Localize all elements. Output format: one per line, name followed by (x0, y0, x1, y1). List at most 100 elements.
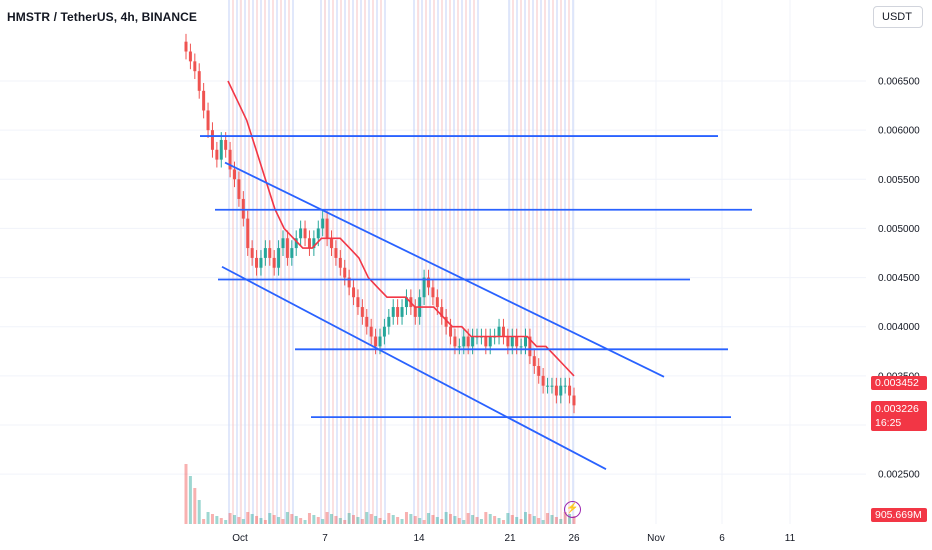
session-band (248, 0, 250, 524)
session-band (413, 0, 415, 524)
candle-body (382, 326, 386, 337)
volume-bar (457, 518, 461, 524)
candle-body (422, 277, 426, 298)
candle-body (559, 385, 563, 396)
volume-bar (519, 519, 523, 524)
candle-body (219, 139, 223, 160)
session-band (284, 0, 286, 524)
volume-bar (193, 488, 197, 524)
candle-body (471, 336, 475, 347)
session-band (552, 0, 554, 524)
volume-bar (334, 516, 338, 524)
volume-bar (501, 520, 505, 524)
candle-body (206, 110, 210, 131)
volume-bar (484, 512, 488, 524)
time-tick-label: Nov (647, 533, 665, 544)
candle-body (202, 90, 206, 111)
volume-bar (528, 514, 532, 524)
session-band (437, 0, 439, 524)
candle-body (519, 346, 523, 348)
candle-body (572, 395, 576, 406)
candle-body (396, 307, 400, 317)
session-band (556, 0, 558, 524)
volume-bar (396, 517, 400, 524)
session-band (288, 0, 290, 524)
session-band (336, 0, 338, 524)
session-band (252, 0, 254, 524)
candle-body (563, 385, 567, 387)
session-band (348, 0, 350, 524)
candle-body (444, 316, 448, 327)
volume-bar (360, 519, 364, 524)
volume-bar (330, 514, 333, 524)
volume-bar (427, 513, 430, 524)
candle-body (290, 248, 294, 258)
price-tick-label: 0.005000 (878, 224, 920, 235)
last-price-value: 0.003226 (875, 403, 919, 415)
volume-bar (347, 513, 351, 524)
candle-body (294, 238, 298, 249)
volume-bar (325, 512, 329, 524)
candle-body (524, 336, 527, 347)
candle-body (347, 277, 351, 288)
time-tick-label: 21 (504, 533, 516, 544)
session-band (465, 0, 467, 524)
session-band (532, 0, 534, 524)
candle-body (285, 238, 289, 258)
session-band (276, 0, 278, 524)
volume-bar (356, 517, 360, 524)
session-band (228, 0, 230, 524)
candle-body (546, 385, 550, 387)
candle-body (365, 316, 369, 327)
trend-line (221, 265, 607, 471)
candle-body (224, 139, 228, 150)
session-band (364, 0, 366, 524)
candle-body (281, 238, 285, 249)
candle-body (528, 336, 532, 357)
candle-body (541, 375, 545, 386)
candle-body (338, 257, 342, 268)
candle-body (462, 336, 466, 347)
candle-body (440, 307, 444, 317)
session-band (548, 0, 550, 524)
session-band (384, 0, 386, 524)
session-band (528, 0, 530, 524)
volume-bar (206, 512, 210, 524)
candle-body (387, 316, 391, 327)
currency-button[interactable]: USDT (873, 6, 923, 28)
volume-bar (299, 518, 303, 524)
volume-bar (524, 512, 527, 524)
time-axis: Oct 7 14 21 26 Nov 6 11 (232, 533, 795, 544)
trend-line (224, 161, 665, 378)
session-band (244, 0, 246, 524)
session-band (445, 0, 447, 524)
time-tick-label: 7 (322, 533, 328, 544)
volume-bar (378, 518, 382, 524)
candle-body (356, 297, 360, 308)
candle-body (378, 336, 382, 347)
candle-body (307, 238, 311, 249)
trend-lines (200, 135, 752, 471)
candle-body (554, 385, 558, 396)
candle-body (400, 307, 404, 317)
session-band (453, 0, 455, 524)
candle-body (457, 346, 461, 348)
session-band (441, 0, 443, 524)
candle-body (277, 248, 281, 268)
volume-bar (440, 519, 444, 524)
price-tick-label: 0.002500 (878, 470, 920, 481)
candle-body (241, 198, 245, 219)
volume-bar (338, 518, 342, 524)
candle-body (488, 336, 492, 347)
volume-bar (188, 476, 192, 524)
session-band (473, 0, 475, 524)
candle-body (188, 51, 192, 62)
price-tick-label: 0.005500 (878, 175, 920, 186)
session-band (332, 0, 334, 524)
volume-bar (510, 515, 514, 524)
volume-bar (409, 514, 413, 524)
session-band (236, 0, 238, 524)
lightning-icon[interactable]: ⚡ (564, 501, 581, 518)
session-band (469, 0, 471, 524)
